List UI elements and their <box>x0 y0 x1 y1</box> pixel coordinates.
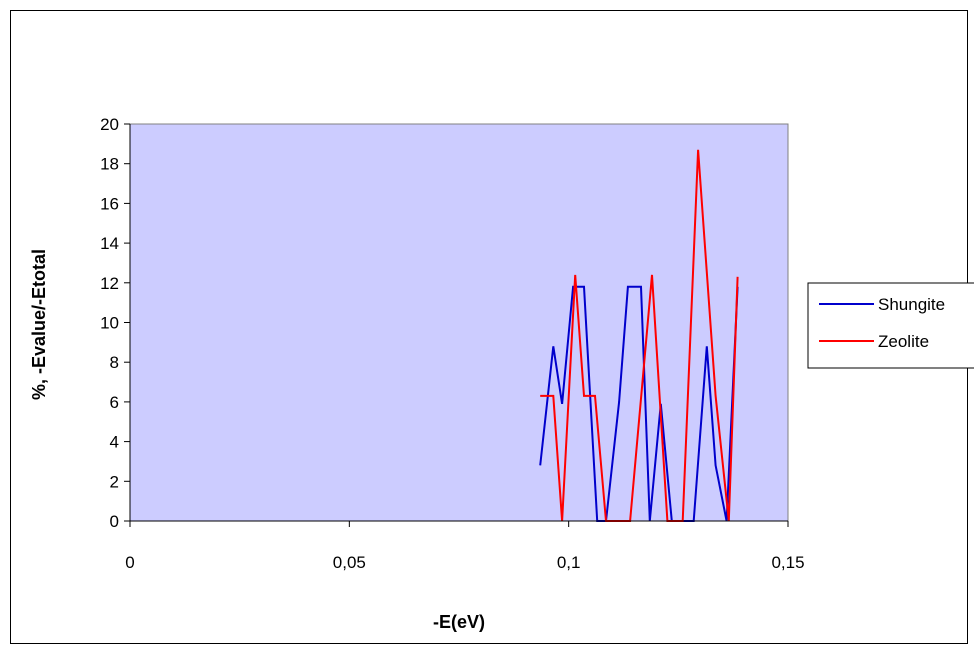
y-tick-label: 10 <box>100 314 119 333</box>
y-tick-label: 2 <box>110 472 119 491</box>
x-tick-label: 0,15 <box>771 553 804 572</box>
x-tick-label: 0 <box>125 553 134 572</box>
y-tick-label: 16 <box>100 194 119 213</box>
y-tick-label: 12 <box>100 274 119 293</box>
y-tick-label: 18 <box>100 155 119 174</box>
x-axis-title: -E(eV) <box>433 612 485 632</box>
y-tick-label: 6 <box>110 393 119 412</box>
legend: Shungite Zeolite <box>807 282 974 369</box>
plot-area <box>129 123 789 522</box>
x-tick-label: 0,1 <box>557 553 581 572</box>
legend-label-zeolite: Zeolite <box>878 332 929 351</box>
y-tick-label: 0 <box>110 512 119 531</box>
y-tick-label: 20 <box>100 115 119 134</box>
ticks-layer: 0 2 4 6 8 10 12 14 16 18 20 0 0,05 0,1 0,15 <box>100 115 804 572</box>
legend-box <box>807 282 974 369</box>
y-tick-label: 4 <box>110 433 119 452</box>
x-tick-label: 0,05 <box>333 553 366 572</box>
y-tick-label: 14 <box>100 234 119 253</box>
y-axis-title: %, -Evalue/-Etotal <box>29 249 49 400</box>
y-tick-label: 8 <box>110 353 119 372</box>
legend-label-shungite: Shungite <box>878 295 945 314</box>
